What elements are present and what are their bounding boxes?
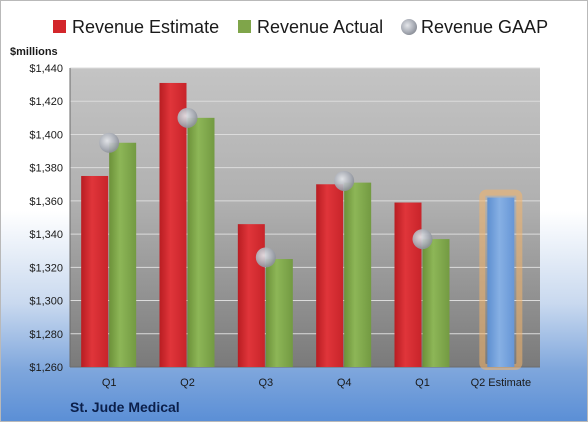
bar-revenue-estimate [237, 224, 265, 367]
y-tick-label: $1,400 [29, 129, 63, 141]
bar-forecast [487, 197, 515, 367]
bar-revenue-actual [422, 239, 450, 367]
legend-label-revenue-estimate: Revenue Estimate [72, 17, 219, 37]
legend-label-revenue-actual: Revenue Actual [257, 17, 383, 37]
bar-revenue-estimate [394, 202, 422, 367]
x-tick-label: Q2 [180, 377, 195, 389]
bars [81, 82, 523, 370]
bar-revenue-estimate [81, 175, 109, 367]
marker-revenue-gaap [177, 107, 198, 128]
y-tick-label: $1,340 [29, 229, 63, 241]
y-tick-label: $1,440 [29, 63, 63, 75]
bar-revenue-actual [344, 182, 372, 367]
x-tick-label: Q4 [337, 377, 352, 389]
x-axis-tick-labels: Q1 Q2 Q3 Q4 Q1 Q2 Estimate [102, 377, 531, 389]
legend-swatch-revenue-actual [238, 20, 251, 33]
legend-marker-revenue-gaap [401, 19, 417, 35]
y-tick-label: $1,320 [29, 262, 63, 274]
y-axis-unit-label: $millions [10, 46, 58, 58]
x-tick-label: Q2 Estimate [471, 377, 532, 389]
legend-swatch-revenue-estimate [53, 20, 66, 33]
marker-revenue-gaap [412, 229, 433, 250]
y-tick-label: $1,420 [29, 96, 63, 108]
marker-revenue-gaap [255, 247, 276, 268]
bar-revenue-actual [109, 142, 137, 367]
y-tick-label: $1,260 [29, 362, 63, 374]
bar-revenue-actual [187, 117, 215, 367]
x-tick-label: Q3 [258, 377, 273, 389]
bar-revenue-actual [265, 259, 293, 367]
company-name: St. Jude Medical [70, 399, 180, 415]
legend: Revenue Estimate Revenue Actual Revenue … [53, 17, 548, 37]
bar-revenue-estimate [159, 82, 187, 367]
y-tick-label: $1,380 [29, 163, 63, 175]
legend-label-revenue-gaap: Revenue GAAP [421, 17, 548, 37]
bar-revenue-estimate [316, 184, 344, 367]
marker-revenue-gaap [99, 132, 120, 153]
x-tick-label: Q1 [102, 377, 117, 389]
y-tick-label: $1,300 [29, 296, 63, 308]
y-tick-label: $1,280 [29, 329, 63, 341]
marker-revenue-gaap [334, 170, 355, 191]
y-tick-label: $1,360 [29, 196, 63, 208]
plot-area [70, 68, 540, 367]
y-axis-tick-labels: $1,260 $1,280 $1,300 $1,320 $1,340 $1,360 $1,3… [29, 63, 63, 374]
x-tick-label: Q1 [415, 377, 430, 389]
gridlines [69, 67, 540, 368]
